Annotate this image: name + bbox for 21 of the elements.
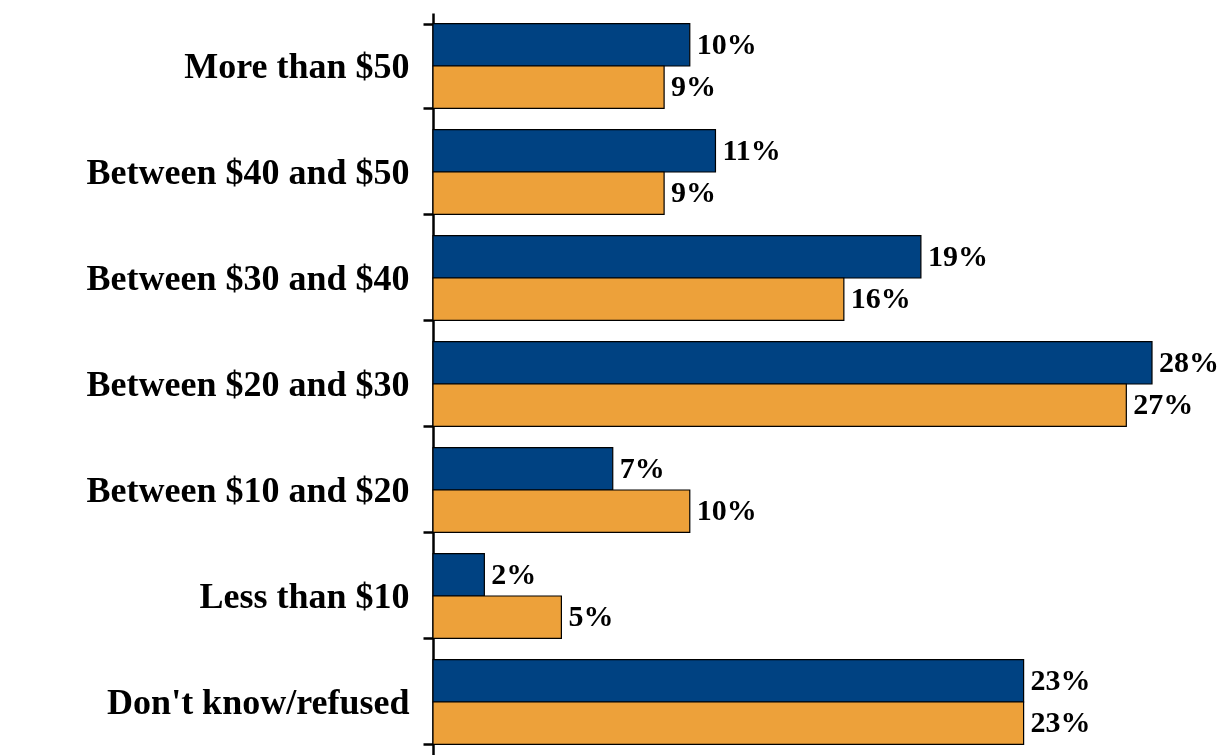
data-label: 23% — [1030, 662, 1091, 696]
y-tick-label: Between $40 and $50 — [86, 151, 410, 192]
y-tick-label: Between $30 and $40 — [86, 257, 410, 298]
data-label: 2% — [491, 556, 537, 590]
y-tick-label: Between $20 and $30 — [86, 363, 410, 404]
data-label: 9% — [671, 175, 717, 209]
y-tick-label: More than $50 — [184, 45, 410, 86]
data-label: 10% — [696, 26, 757, 60]
data-label: 23% — [1030, 705, 1091, 739]
data-label: 9% — [671, 69, 717, 103]
y-tick-label: Don't know/refused — [107, 681, 410, 722]
data-label: 27% — [1133, 387, 1194, 421]
data-label: 19% — [927, 238, 988, 272]
data-label: 11% — [722, 132, 781, 166]
y-tick-label: Less than $10 — [199, 575, 410, 616]
y-tick-label: Between $10 and $20 — [86, 469, 410, 510]
data-label: 7% — [619, 450, 665, 484]
data-label: 28% — [1159, 344, 1219, 378]
data-label: 16% — [850, 281, 911, 315]
data-label: 10% — [696, 493, 757, 527]
data-label: 5% — [568, 599, 614, 633]
